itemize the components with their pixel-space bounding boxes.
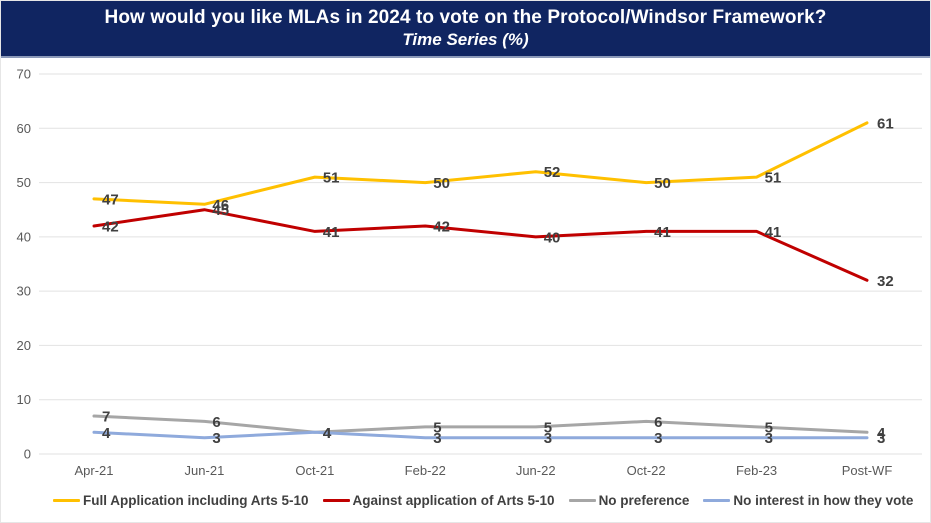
legend-label: No interest in how they vote [733, 492, 914, 508]
legend-label: Full Application including Arts 5-10 [83, 492, 309, 508]
chart-subtitle: Time Series (%) [402, 30, 529, 49]
data-label: 47 [102, 191, 119, 208]
data-label: 61 [877, 115, 894, 132]
data-label: 42 [102, 219, 119, 236]
legend-item-no-interest: No interest in how they vote [703, 493, 913, 508]
data-label: 3 [433, 430, 441, 447]
data-label: 42 [433, 219, 450, 236]
data-label: 52 [544, 164, 561, 181]
x-axis-tick-label: Apr-21 [74, 463, 113, 478]
y-axis-tick-label: 40 [17, 229, 31, 244]
data-label: 45 [212, 202, 229, 219]
line-chart-plot-area: 0 10 20 30 40 50 60 70 Apr-21 Jun-21 Oct-21 Feb-22 J… [17, 67, 922, 478]
data-label: 4 [102, 425, 111, 442]
data-label: 4 [877, 425, 886, 442]
data-label: 5 [544, 419, 552, 436]
data-label: 4 [323, 425, 332, 442]
chart-title: How would you like MLAs in 2024 to vote … [104, 7, 827, 28]
data-label: 51 [323, 170, 340, 187]
legend-swatch-full-application [53, 498, 80, 502]
chart-header: How would you like MLAs in 2024 to vote … [1, 1, 930, 58]
data-label: 3 [544, 430, 552, 447]
data-label: 50 [654, 175, 671, 192]
legend-item-against-application: Against application of Arts 5-10 [322, 492, 555, 508]
chart-legend: Full Application including Arts 5-10 Aga… [53, 490, 913, 510]
x-axis-tick-label: Oct-22 [627, 463, 666, 478]
y-axis-tick-label: 50 [17, 175, 31, 190]
data-label: 6 [212, 414, 220, 431]
data-label: 3 [654, 430, 662, 447]
legend-swatch-no-interest [703, 498, 731, 502]
data-label: 32 [877, 273, 894, 290]
y-axis-tick-label: 20 [17, 338, 31, 353]
x-axis-tick-label: Feb-23 [736, 463, 777, 478]
data-label: 3 [765, 430, 773, 447]
y-axis-tick-label: 60 [17, 121, 31, 136]
x-axis-tick-label: Post-WF [842, 463, 893, 478]
data-label: 51 [765, 170, 782, 187]
legend-item-full-application: Full Application including Arts 5-10 [53, 493, 309, 508]
data-label: 50 [433, 175, 450, 192]
legend-label: No preference [598, 492, 690, 508]
x-axis-tick-label: Jun-21 [185, 463, 225, 478]
data-label: 40 [544, 229, 561, 246]
legend-label: Against application of Arts 5-10 [352, 492, 555, 508]
y-axis-tick-label: 10 [17, 392, 31, 407]
data-label: 5 [765, 419, 773, 436]
series-line [92, 121, 869, 206]
y-axis-tick-label: 30 [17, 284, 31, 299]
legend-swatch-against-application [322, 498, 350, 502]
x-axis-tick-label: Feb-22 [405, 463, 446, 478]
data-label: 5 [433, 419, 441, 436]
data-label: 46 [212, 197, 229, 214]
series-line [92, 414, 869, 434]
data-label: 41 [765, 224, 782, 241]
series-line [92, 430, 869, 440]
y-axis-tick-label: 70 [17, 67, 31, 82]
data-label: 41 [654, 224, 671, 241]
y-axis-tick-label: 0 [24, 447, 31, 462]
legend-item-no-preference: No preference [568, 492, 690, 508]
data-label: 41 [323, 224, 340, 241]
data-label: 3 [212, 430, 220, 447]
legend-swatch-no-preference [568, 498, 596, 502]
series-line [92, 208, 869, 282]
x-axis-tick-label: Oct-21 [295, 463, 334, 478]
data-label: 7 [102, 409, 110, 426]
data-label: 6 [654, 414, 662, 431]
data-label: 4 [323, 425, 332, 442]
x-axis-tick-label: Jun-22 [516, 463, 556, 478]
data-label: 3 [877, 430, 885, 447]
